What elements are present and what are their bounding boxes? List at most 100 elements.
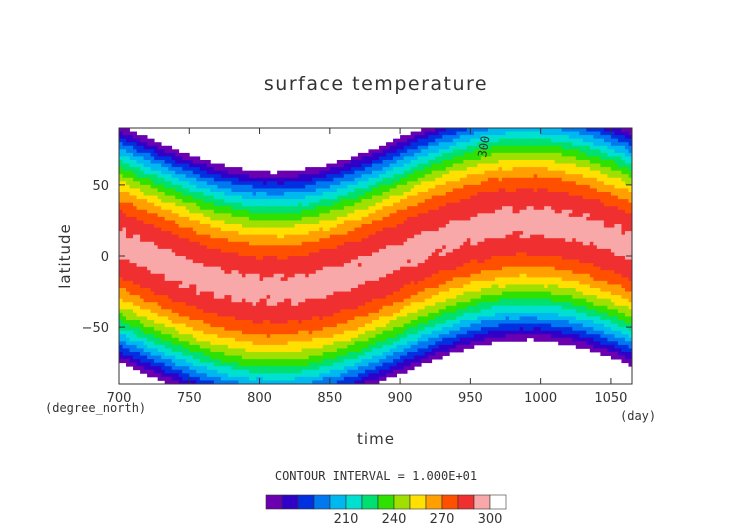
heat-cell (414, 192, 419, 196)
heat-cell (185, 206, 190, 211)
heat-cell (456, 128, 461, 132)
heat-cell (249, 231, 253, 236)
heat-cell (171, 156, 176, 161)
heat-cell (196, 231, 201, 236)
heat-cell (259, 224, 264, 228)
heat-cell (354, 224, 359, 228)
heat-cell (449, 202, 454, 207)
heat-cell (540, 209, 545, 214)
heat-cell (424, 138, 429, 143)
heat-cell (558, 231, 563, 236)
heat-cell (431, 224, 436, 228)
heat-cell (273, 195, 278, 200)
heat-cell (350, 181, 355, 186)
heat-cell (357, 213, 362, 218)
heat-cell (421, 184, 426, 189)
heat-cell (379, 248, 383, 253)
heat-cell (600, 213, 605, 218)
heat-cell (249, 234, 253, 239)
heat-cell (617, 156, 622, 161)
heat-cell (512, 131, 517, 136)
heat-cell (586, 245, 591, 250)
heat-cell (252, 174, 257, 179)
heat-cell (294, 209, 299, 214)
heat-cell (386, 248, 390, 253)
heat-cell (519, 152, 524, 157)
heat-cell (256, 184, 260, 189)
heat-cell (449, 135, 454, 140)
heat-cell (466, 245, 471, 250)
heat-cell (589, 199, 594, 204)
heat-cell (350, 163, 355, 168)
heat-cell (357, 238, 362, 243)
heat-cell (561, 138, 566, 143)
heat-cell (294, 177, 299, 182)
heat-cell (238, 248, 243, 253)
heat-cell (382, 163, 387, 168)
heat-cell (603, 238, 608, 243)
heat-cell (157, 231, 162, 236)
heat-cell (452, 263, 457, 268)
heat-cell (551, 252, 556, 257)
heat-cell (480, 238, 485, 243)
heat-cell (136, 163, 141, 168)
heat-cell (249, 188, 253, 193)
heat-cell (624, 142, 629, 147)
heat-cell (600, 145, 605, 150)
heat-cell (357, 216, 362, 221)
heat-cell (603, 145, 608, 150)
heat-cell (589, 224, 594, 228)
heat-cell (501, 224, 506, 228)
heat-cell (494, 202, 499, 207)
heat-cell (533, 252, 538, 257)
heat-cell (147, 206, 152, 211)
heat-cell (301, 241, 306, 246)
heat-cell (284, 213, 289, 218)
heat-cell (530, 209, 535, 214)
heat-cell (400, 145, 405, 150)
heat-cell (445, 231, 450, 236)
heat-cell (241, 199, 246, 204)
heat-cell (263, 195, 267, 200)
heat-cell (442, 156, 447, 161)
heat-cell (364, 209, 369, 214)
heat-cell (322, 248, 327, 253)
heat-cell (245, 170, 250, 175)
heat-cell (628, 234, 633, 239)
heat-cell (136, 231, 141, 236)
heat-cell (224, 174, 229, 179)
heat-cell (600, 135, 605, 140)
heat-cell (175, 184, 180, 189)
heat-cell (206, 181, 211, 186)
heat-cell (445, 181, 450, 186)
heat-cell (350, 195, 355, 200)
heat-cell (189, 160, 194, 164)
heat-cell (438, 181, 443, 186)
heat-cell (603, 213, 608, 218)
heat-cell (157, 149, 162, 154)
heat-cell (624, 231, 629, 236)
heat-cell (565, 202, 570, 207)
heat-cell (361, 245, 366, 250)
heat-cell (509, 138, 513, 143)
heat-cell (382, 245, 387, 250)
heat-cell (568, 256, 573, 260)
heat-cell (526, 181, 531, 186)
heat-cell (607, 234, 612, 239)
heat-cell (456, 149, 461, 154)
heat-cell (143, 238, 148, 243)
heat-cell (421, 163, 426, 168)
heat-cell (523, 206, 527, 211)
heat-cell (509, 135, 513, 140)
heat-cell (596, 163, 601, 168)
heat-cell (371, 181, 376, 186)
heat-cell (470, 138, 475, 143)
heat-cell (305, 256, 310, 260)
heat-cell (329, 227, 334, 232)
heat-cell (442, 224, 447, 228)
heat-cell (389, 156, 394, 161)
heat-cell (523, 209, 527, 214)
heat-cell (491, 135, 496, 140)
heat-cell (417, 216, 422, 221)
heat-cell (547, 213, 552, 218)
